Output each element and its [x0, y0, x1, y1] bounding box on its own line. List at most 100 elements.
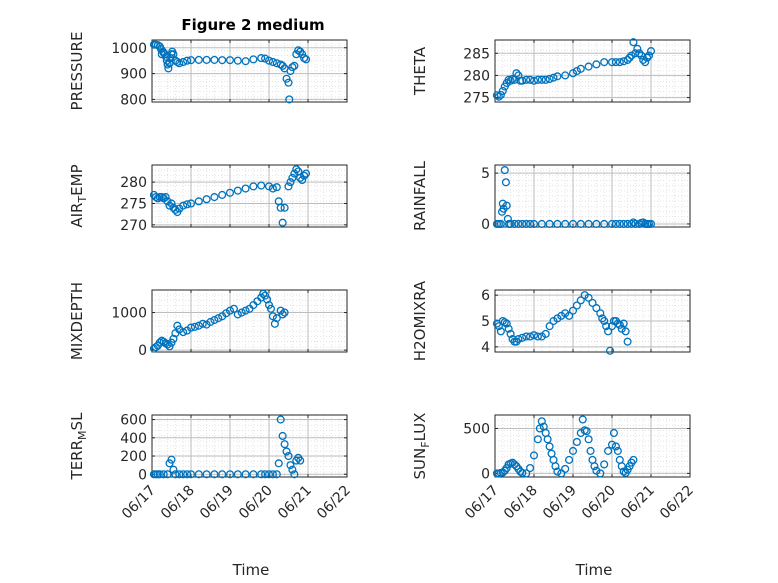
data-point [249, 182, 258, 191]
data-point [210, 470, 219, 479]
y-axis-label: THETA [411, 46, 429, 96]
data-point [617, 462, 626, 471]
data-point [498, 468, 507, 477]
data-point [572, 301, 581, 310]
data-point [257, 181, 266, 190]
data-point [611, 442, 620, 451]
data-point [600, 58, 609, 67]
data-point [629, 455, 638, 464]
data-point [280, 308, 289, 317]
subplot-theta: 275 280 285 THETA [411, 38, 691, 107]
data-point [518, 468, 527, 478]
data-point [607, 219, 617, 229]
data-point [286, 178, 295, 187]
data-point [635, 49, 644, 58]
data-point [272, 183, 281, 192]
data-point [249, 55, 258, 64]
data-point [183, 56, 192, 65]
data-point [298, 175, 307, 185]
data-point [619, 219, 628, 229]
data-point [233, 56, 242, 65]
data-point [565, 311, 574, 320]
data-point [553, 219, 562, 229]
data-point [157, 193, 166, 202]
data-point [268, 312, 277, 321]
data-point [557, 469, 566, 478]
data-point [163, 340, 172, 349]
y-tick-label: 275 [463, 91, 490, 107]
data-point [163, 60, 172, 69]
data-point [155, 338, 164, 347]
y-tick-label: 285 [463, 46, 490, 62]
y-tick-label: 280 [120, 175, 147, 191]
data-point [225, 188, 235, 197]
data-point [615, 219, 624, 229]
data-point [151, 193, 160, 202]
data-point [506, 76, 515, 85]
data-point [533, 435, 542, 444]
data-point [288, 465, 297, 474]
data-point [274, 459, 283, 468]
data-point [576, 64, 585, 73]
data-point [278, 218, 287, 227]
data-point [529, 451, 539, 460]
data-point [159, 470, 168, 479]
data-point [183, 470, 192, 479]
figure-title: Figure 2 medium [181, 16, 324, 34]
data-point [284, 451, 293, 461]
y-tick-label: 5 [481, 314, 490, 330]
data-point [514, 219, 523, 229]
y-axis-label: H2OMIXRA [411, 280, 429, 361]
data-point [285, 95, 294, 104]
data-point [568, 446, 578, 455]
data-point [229, 304, 238, 313]
data-point [590, 462, 599, 471]
data-point [257, 470, 266, 479]
data-point [568, 306, 578, 315]
data-point [611, 219, 620, 229]
data-point [179, 201, 188, 210]
y-tick-label: 0 [481, 466, 490, 482]
y-axis-label: AIRTEMP [68, 164, 89, 227]
data-point [611, 58, 620, 67]
subplot-rainfall: 0 5 RAINFALL [411, 160, 691, 233]
axes-box [151, 39, 348, 103]
data-point [264, 470, 274, 479]
data-point [284, 78, 293, 87]
data-point [163, 470, 172, 479]
data-point [179, 328, 188, 337]
data-point [498, 86, 507, 95]
data-point [561, 71, 570, 80]
x-axis-label-left: Time [232, 561, 270, 579]
y-axis-label-subscript: M [76, 430, 89, 440]
data-point [545, 74, 554, 84]
data-point [167, 199, 176, 208]
y-axis-label: PRESSURE [68, 32, 86, 111]
data-point [186, 470, 196, 479]
data-point [496, 327, 505, 336]
data-point [543, 435, 552, 444]
data-point [300, 171, 309, 180]
data-point [607, 440, 617, 449]
data-point [288, 173, 297, 182]
data-point [259, 289, 268, 298]
data-point [155, 470, 164, 479]
data-point [549, 73, 558, 82]
data-point [186, 323, 196, 332]
data-point [609, 428, 618, 438]
y-tick-label: 1000 [111, 306, 147, 322]
data-point [623, 337, 632, 346]
data-point [284, 182, 293, 191]
data-point [496, 219, 505, 229]
data-point [592, 304, 601, 313]
y-tick-label: 5 [481, 166, 490, 182]
data-point [518, 333, 527, 342]
data-point [615, 320, 624, 329]
data-point [643, 53, 652, 62]
data-point [600, 316, 609, 326]
data-point [268, 184, 277, 193]
data-point [592, 219, 601, 229]
data-point [241, 57, 250, 66]
data-point [639, 55, 648, 64]
